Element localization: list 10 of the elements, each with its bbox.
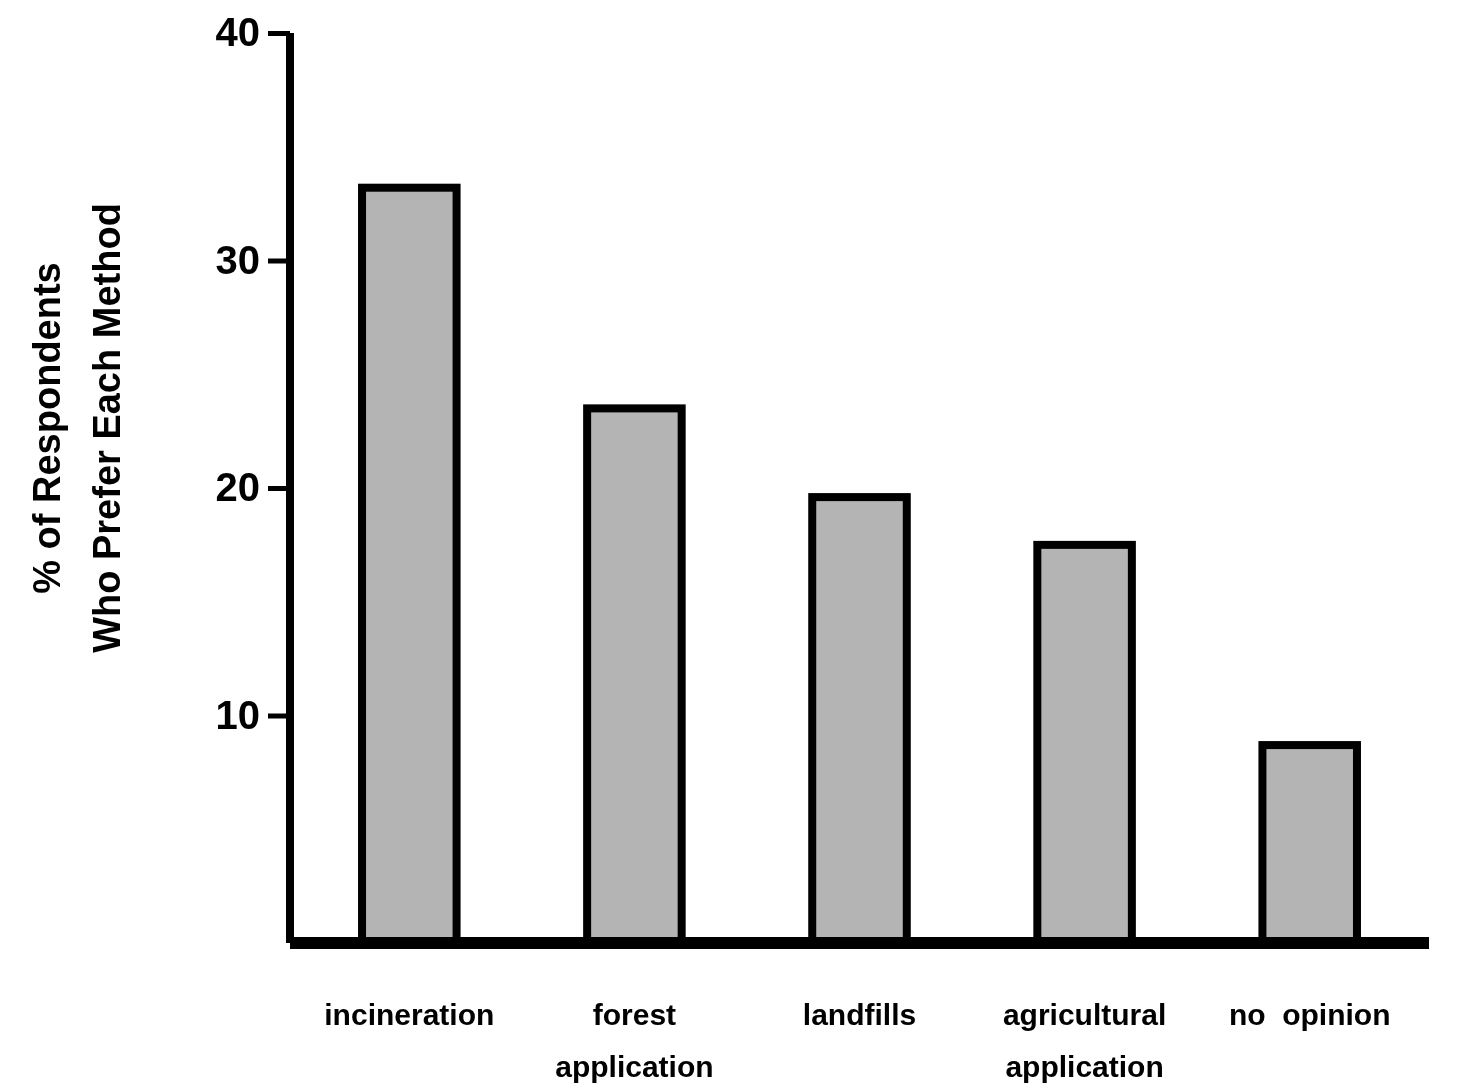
y-tick-label: 30 <box>215 237 260 282</box>
x-tick-label: landfills <box>802 998 917 1031</box>
x-tick-label: incineration <box>324 998 495 1031</box>
y-axis-title: % of Respondents Who Prefer Each Method <box>26 203 128 653</box>
x-tick-label: forest application <box>555 998 714 1083</box>
y-tick-label: 40 <box>215 10 260 55</box>
x-tick-label: agricultural application <box>1002 998 1167 1083</box>
y-tick-label: 20 <box>215 465 260 510</box>
x-tick-label: no opinion <box>1228 998 1391 1031</box>
y-tick-label: 10 <box>215 692 260 737</box>
